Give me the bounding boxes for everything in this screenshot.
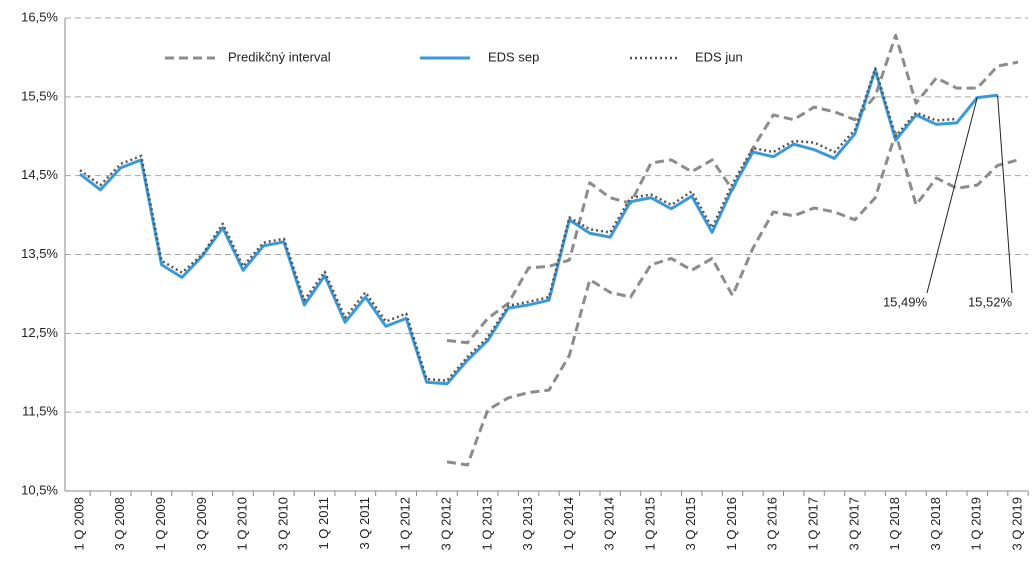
legend-label: EDS sep [488,49,539,64]
x-tick-label: 1 Q 2017 [806,497,821,551]
line [79,67,957,382]
x-tick-label: 3 Q 2013 [520,497,535,551]
legend-label: EDS jun [695,49,743,64]
x-tick-label: 1 Q 2011 [316,497,331,550]
x-tick-label: 3 Q 2010 [275,497,290,551]
x-tick-label: 3 Q 2014 [602,497,617,551]
y-tick-label: 10,5% [21,482,58,497]
leader-line [926,97,978,294]
line [446,131,1019,467]
line [79,68,998,386]
x-tick-label: 3 Q 2017 [846,497,861,551]
y-tick-label: 13,5% [21,246,58,261]
x-tick-label: 3 Q 2009 [194,497,209,551]
data-label: 15,49% [883,294,928,309]
x-tick-label: 1 Q 2016 [724,497,739,551]
y-tick-label: 15,5% [21,88,58,103]
x-tick-label: 1 Q 2014 [561,497,576,551]
x-tick-label: 3 Q 2015 [683,497,698,551]
x-tick-label: 3 Q 2008 [112,497,127,551]
x-tick-label: 1 Q 2015 [642,497,657,551]
x-tick-label: 1 Q 2008 [71,497,86,551]
y-tick-label: 11,5% [22,404,58,419]
x-tick-label: 3 Q 2012 [438,497,453,551]
y-tick-label: 12,5% [21,325,58,340]
y-tick-label: 16,5% [21,9,58,24]
legend-label: Predikčný interval [228,49,331,64]
x-tick-label: 1 Q 2019 [969,497,984,551]
x-tick-label: 1 Q 2010 [235,497,250,551]
data-label: 15,52% [968,294,1013,309]
x-tick-label: 3 Q 2018 [928,497,943,551]
leader-line [997,95,1013,294]
x-tick-label: 3 Q 2019 [1009,497,1024,551]
x-tick-label: 1 Q 2009 [153,497,168,551]
y-tick-label: 14,5% [21,167,58,182]
x-tick-label: 3 Q 2016 [765,497,780,551]
x-tick-label: 1 Q 2012 [398,497,413,551]
x-tick-label: 3 Q 2011 [357,497,372,550]
x-tick-label: 1 Q 2018 [887,497,902,551]
x-tick-label: 1 Q 2013 [479,497,494,551]
